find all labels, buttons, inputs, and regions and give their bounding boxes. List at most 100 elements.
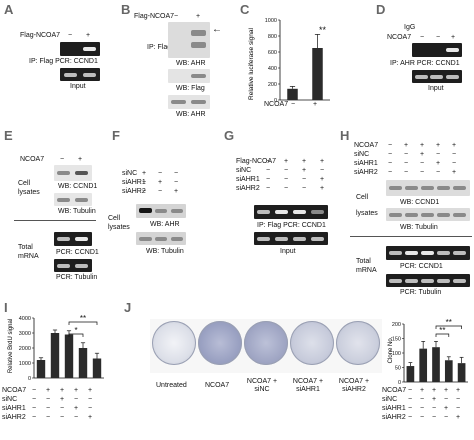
blot-band (191, 42, 206, 48)
row-label: siAHR1 (354, 160, 378, 167)
treatment-mark: − (452, 151, 457, 158)
significance-bracket (435, 325, 462, 329)
treatment-mark: − (32, 396, 37, 403)
treatment-mark: − (158, 188, 163, 195)
blot-band (75, 171, 88, 175)
blot-band (453, 186, 466, 190)
arrow-icon: ← (212, 24, 222, 35)
y-tick-label: 3000 (19, 331, 31, 337)
treatment-mark: − (436, 169, 441, 176)
blot-band (389, 213, 402, 217)
bar (92, 358, 102, 378)
treatment-mark: + (302, 158, 307, 165)
western-blot (168, 95, 210, 109)
row-label: siAHR2 (236, 185, 260, 192)
treatment-mark: + (60, 396, 65, 403)
row-label: siNC (2, 396, 18, 403)
treatment-mark: − (420, 396, 425, 403)
blot-band (191, 74, 206, 78)
western-blot (54, 165, 92, 181)
lane-mark: + (86, 32, 91, 39)
treatment-mark: + (88, 414, 93, 421)
y-tick-label: 600 (268, 50, 277, 56)
treatment-mark: − (432, 414, 437, 421)
lane-mark: + (78, 156, 83, 163)
row-label: NCOA7 (382, 387, 407, 394)
treatment-mark: − (32, 405, 37, 412)
gel-band (75, 237, 88, 241)
treatment-mark: + (60, 387, 65, 394)
blot-band (171, 237, 183, 241)
row-label: siAHR1 (236, 176, 260, 183)
treatment-mark: + (74, 387, 79, 394)
blot-caption: Input (428, 85, 444, 92)
treatment-mark: + (420, 151, 425, 158)
treatment-mark: − (32, 387, 37, 394)
brdu-bar-chart: Relative BrdU signal 0 1000 2000 3000 4000 **… (8, 314, 104, 382)
plate-label: NCOA7 (205, 382, 230, 389)
row-label: siAHR2 (122, 188, 146, 195)
significance-marker: * (74, 326, 77, 335)
treatment-mark: − (74, 396, 79, 403)
lane-mark: − (174, 13, 179, 20)
treatment-mark: − (408, 387, 413, 394)
treatment-mark: + (452, 142, 457, 149)
significance-marker: ** (446, 318, 452, 327)
western-blot (136, 232, 186, 245)
blot-band (437, 186, 450, 190)
treatment-mark: + (436, 142, 441, 149)
y-tick-label: 4000 (19, 316, 31, 322)
y-tick-label: 800 (268, 34, 277, 40)
treatment-mark: + (420, 142, 425, 149)
treatment-mark: − (142, 179, 147, 186)
blot-caption: IP: AHR PCR: CCND1 (390, 60, 460, 67)
lane-mark: + (451, 34, 456, 41)
treatment-mark: − (284, 185, 289, 192)
treatment-mark: − (60, 405, 65, 412)
significance-marker: ** (80, 314, 86, 323)
gel-band (453, 279, 466, 283)
treatment-mark: + (432, 396, 437, 403)
gel-image (254, 205, 328, 219)
gel-band (430, 75, 443, 79)
row-label: siNC (122, 170, 138, 177)
western-blot (386, 180, 470, 196)
treatment-mark: − (408, 405, 413, 412)
treatment-mark: − (408, 396, 413, 403)
gel-image (54, 259, 92, 272)
panel-label-a: A (4, 2, 14, 17)
bar (432, 347, 440, 382)
treatment-mark: − (436, 151, 441, 158)
significance-marker: ** (319, 25, 327, 35)
treatment-mark: − (266, 167, 271, 174)
western-blot (54, 193, 92, 206)
treatment-mark: + (320, 158, 325, 165)
treatment-mark: − (32, 414, 37, 421)
plate-label: NCOA7 + siAHR2 (338, 378, 370, 393)
treatment-mark: + (420, 387, 425, 394)
blot-caption: PCR: CCND1 (56, 249, 99, 256)
gel-image (386, 274, 470, 287)
blot-band (155, 209, 167, 213)
panel-label-f: F (112, 128, 120, 143)
gel-image (54, 232, 92, 246)
treatment-mark: − (432, 405, 437, 412)
blot-band (139, 208, 152, 213)
treatment-mark: − (142, 188, 147, 195)
row-label: NCOA7 (264, 101, 289, 108)
bar (36, 360, 46, 378)
colony-plate (198, 321, 242, 365)
gel-band (293, 237, 306, 241)
treatment-mark: − (302, 185, 307, 192)
blot-band (389, 186, 402, 190)
lane-mark: − (291, 101, 296, 108)
row-label: siAHR2 (2, 414, 26, 421)
significance-bracket (435, 333, 450, 337)
side-label: lysates (108, 224, 130, 231)
divider (350, 236, 472, 237)
treatment-mark: − (60, 414, 65, 421)
bar (406, 366, 415, 382)
gel-band (415, 75, 428, 79)
blot-band (421, 186, 434, 190)
row-label: NCOA7 (354, 142, 379, 149)
